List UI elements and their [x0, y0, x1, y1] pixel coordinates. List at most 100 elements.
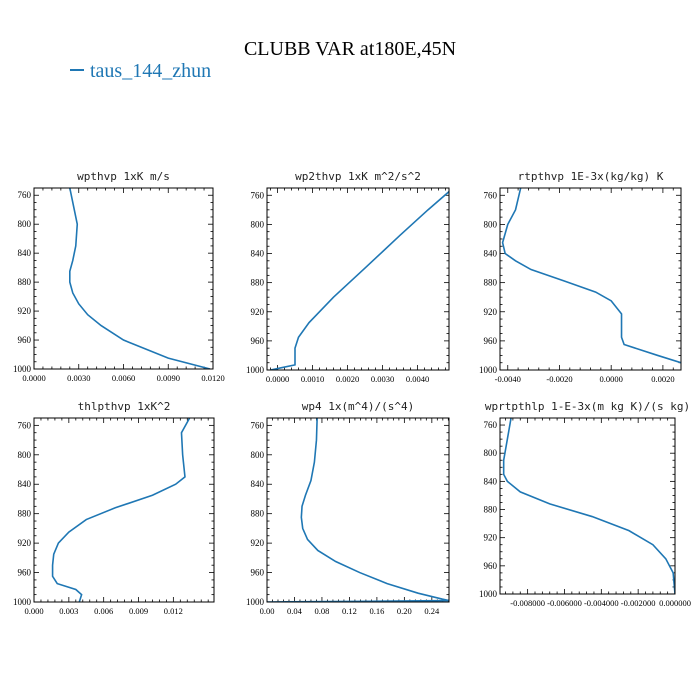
x-tick-label: 0.0000 [599, 374, 622, 384]
y-tick-label: 960 [251, 336, 265, 346]
x-tick-label: 0.0000 [22, 373, 45, 383]
series-line [501, 188, 681, 364]
x-tick-label: 0.0030 [371, 374, 394, 384]
x-tick-label: 0.20 [397, 606, 412, 616]
panel-title: wpthvp 1xK m/s [77, 170, 170, 183]
y-tick-label: 960 [484, 561, 498, 571]
x-tick-label: 0.0060 [112, 373, 135, 383]
y-tick-label: 960 [18, 335, 32, 345]
y-tick-label: 800 [484, 448, 498, 458]
y-tick-label: 760 [251, 420, 265, 430]
x-tick-label: 0.009 [129, 606, 148, 616]
tick-marks [500, 188, 681, 371]
y-tick-label: 760 [251, 190, 265, 200]
y-tick-label: 840 [484, 249, 498, 259]
series-line [502, 418, 675, 594]
panels-group: wpthvp 1xK m/s76080084088092096010000.00… [13, 170, 691, 616]
panel-6: wprtpthlp 1-E-3x(m kg K)/(s kg) 760 800 840… [479, 400, 691, 608]
plot-frame [499, 187, 682, 371]
panel-3: rtpthvp 1E-3x(kg/kg) K 760 800 840 880 920 960… [479, 170, 682, 384]
y-tick-label: 880 [484, 278, 498, 288]
y-tick-label: 880 [484, 505, 498, 515]
tick-marks [33, 418, 214, 603]
panel-title: wp4 1x(m^4)/(s^4) [302, 400, 415, 413]
panel-title: rtpthvp 1E-3x(kg/kg) K [518, 170, 664, 183]
panel-title: thlpthvp 1xK^2 [78, 400, 171, 413]
y-tick-label: 1000 [246, 597, 265, 607]
panel-title: wprtpthlp 1-E-3x(m kg K)/(s kg) [485, 400, 690, 413]
y-tick-label: 760 [484, 420, 498, 430]
series-line [69, 188, 211, 369]
x-tick-label: 0.0000 [266, 374, 289, 384]
y-tick-label: 760 [18, 190, 32, 200]
y-tick-label: 1000 [246, 365, 265, 375]
x-tick-label: 0.12 [342, 606, 357, 616]
plot-frame [33, 187, 214, 370]
x-tick-label: -0.004000 [584, 598, 619, 608]
y-tick-label: 800 [484, 219, 498, 229]
y-tick-label: 880 [18, 277, 32, 287]
y-tick-label: 880 [251, 278, 265, 288]
plot-frame [266, 417, 450, 603]
legend-label: taus_144_zhun [90, 60, 211, 82]
y-tick-label: 920 [484, 533, 498, 543]
y-tick-label: 840 [251, 479, 265, 489]
plot-frame [266, 187, 450, 371]
x-tick-label: 0.006 [94, 606, 113, 616]
x-tick-label: -0.002000 [621, 598, 656, 608]
series-line [270, 191, 449, 370]
legend: taus_144_zhun [70, 60, 211, 82]
y-tick-label: 1000 [13, 597, 32, 607]
x-tick-label: 0.0010 [301, 374, 324, 384]
plot-frame [33, 417, 215, 603]
x-tick-label: 0.000 [24, 606, 43, 616]
y-tick-label: 800 [18, 450, 32, 460]
x-tick-label: -0.0020 [546, 374, 572, 384]
x-tick-label: 0.0030 [67, 373, 90, 383]
y-tick-label: 840 [484, 476, 498, 486]
x-tick-label: 0.16 [369, 606, 384, 616]
y-tick-label: 760 [484, 190, 498, 200]
panel-2: wp2thvp 1xK m^2/s^2 760 800 840 880 920 960 100… [246, 170, 450, 384]
x-tick-label: 0.0090 [157, 373, 180, 383]
y-tick-label: 1000 [13, 364, 32, 374]
y-tick-label: 920 [484, 307, 498, 317]
y-tick-label: 840 [18, 479, 32, 489]
x-tick-label: 0.000000 [659, 598, 691, 608]
y-tick-label: 920 [251, 307, 265, 317]
y-tick-label: 920 [18, 538, 32, 548]
y-tick-label: 800 [251, 219, 265, 229]
y-tick-label: 760 [18, 420, 32, 430]
y-tick-label: 840 [251, 249, 265, 259]
panel-4: thlpthvp 1xK^276080084088092096010000.00… [13, 400, 215, 616]
x-tick-label: 0.0020 [336, 374, 359, 384]
x-tick-label: 0.08 [315, 606, 330, 616]
series-line [267, 418, 449, 602]
figure-title: CLUBB VAR at180E,45N [244, 38, 456, 60]
x-tick-label: 0.003 [59, 606, 78, 616]
tick-marks [500, 418, 676, 595]
y-tick-label: 800 [18, 219, 32, 229]
x-tick-label: 0.0120 [201, 373, 224, 383]
tick-marks [266, 418, 449, 603]
y-tick-label: 920 [251, 538, 265, 548]
x-tick-label: -0.006000 [547, 598, 582, 608]
x-tick-label: 0.0020 [651, 374, 674, 384]
x-tick-label: 0.012 [164, 606, 183, 616]
y-tick-label: 1000 [479, 589, 498, 599]
plot-frame [499, 417, 676, 595]
panel-title: wp2thvp 1xK m^2/s^2 [295, 170, 421, 183]
x-tick-label: -0.0040 [495, 374, 521, 384]
y-tick-label: 880 [18, 509, 32, 519]
y-tick-label: 800 [251, 450, 265, 460]
y-tick-label: 840 [18, 248, 32, 258]
y-tick-label: 1000 [479, 365, 498, 375]
tick-marks [33, 188, 214, 370]
y-tick-label: 960 [484, 336, 498, 346]
x-tick-label: 0.0040 [406, 374, 429, 384]
x-tick-label: 0.24 [424, 606, 440, 616]
series-line [51, 418, 191, 602]
x-tick-label: 0.04 [287, 606, 303, 616]
y-tick-label: 960 [18, 568, 32, 578]
